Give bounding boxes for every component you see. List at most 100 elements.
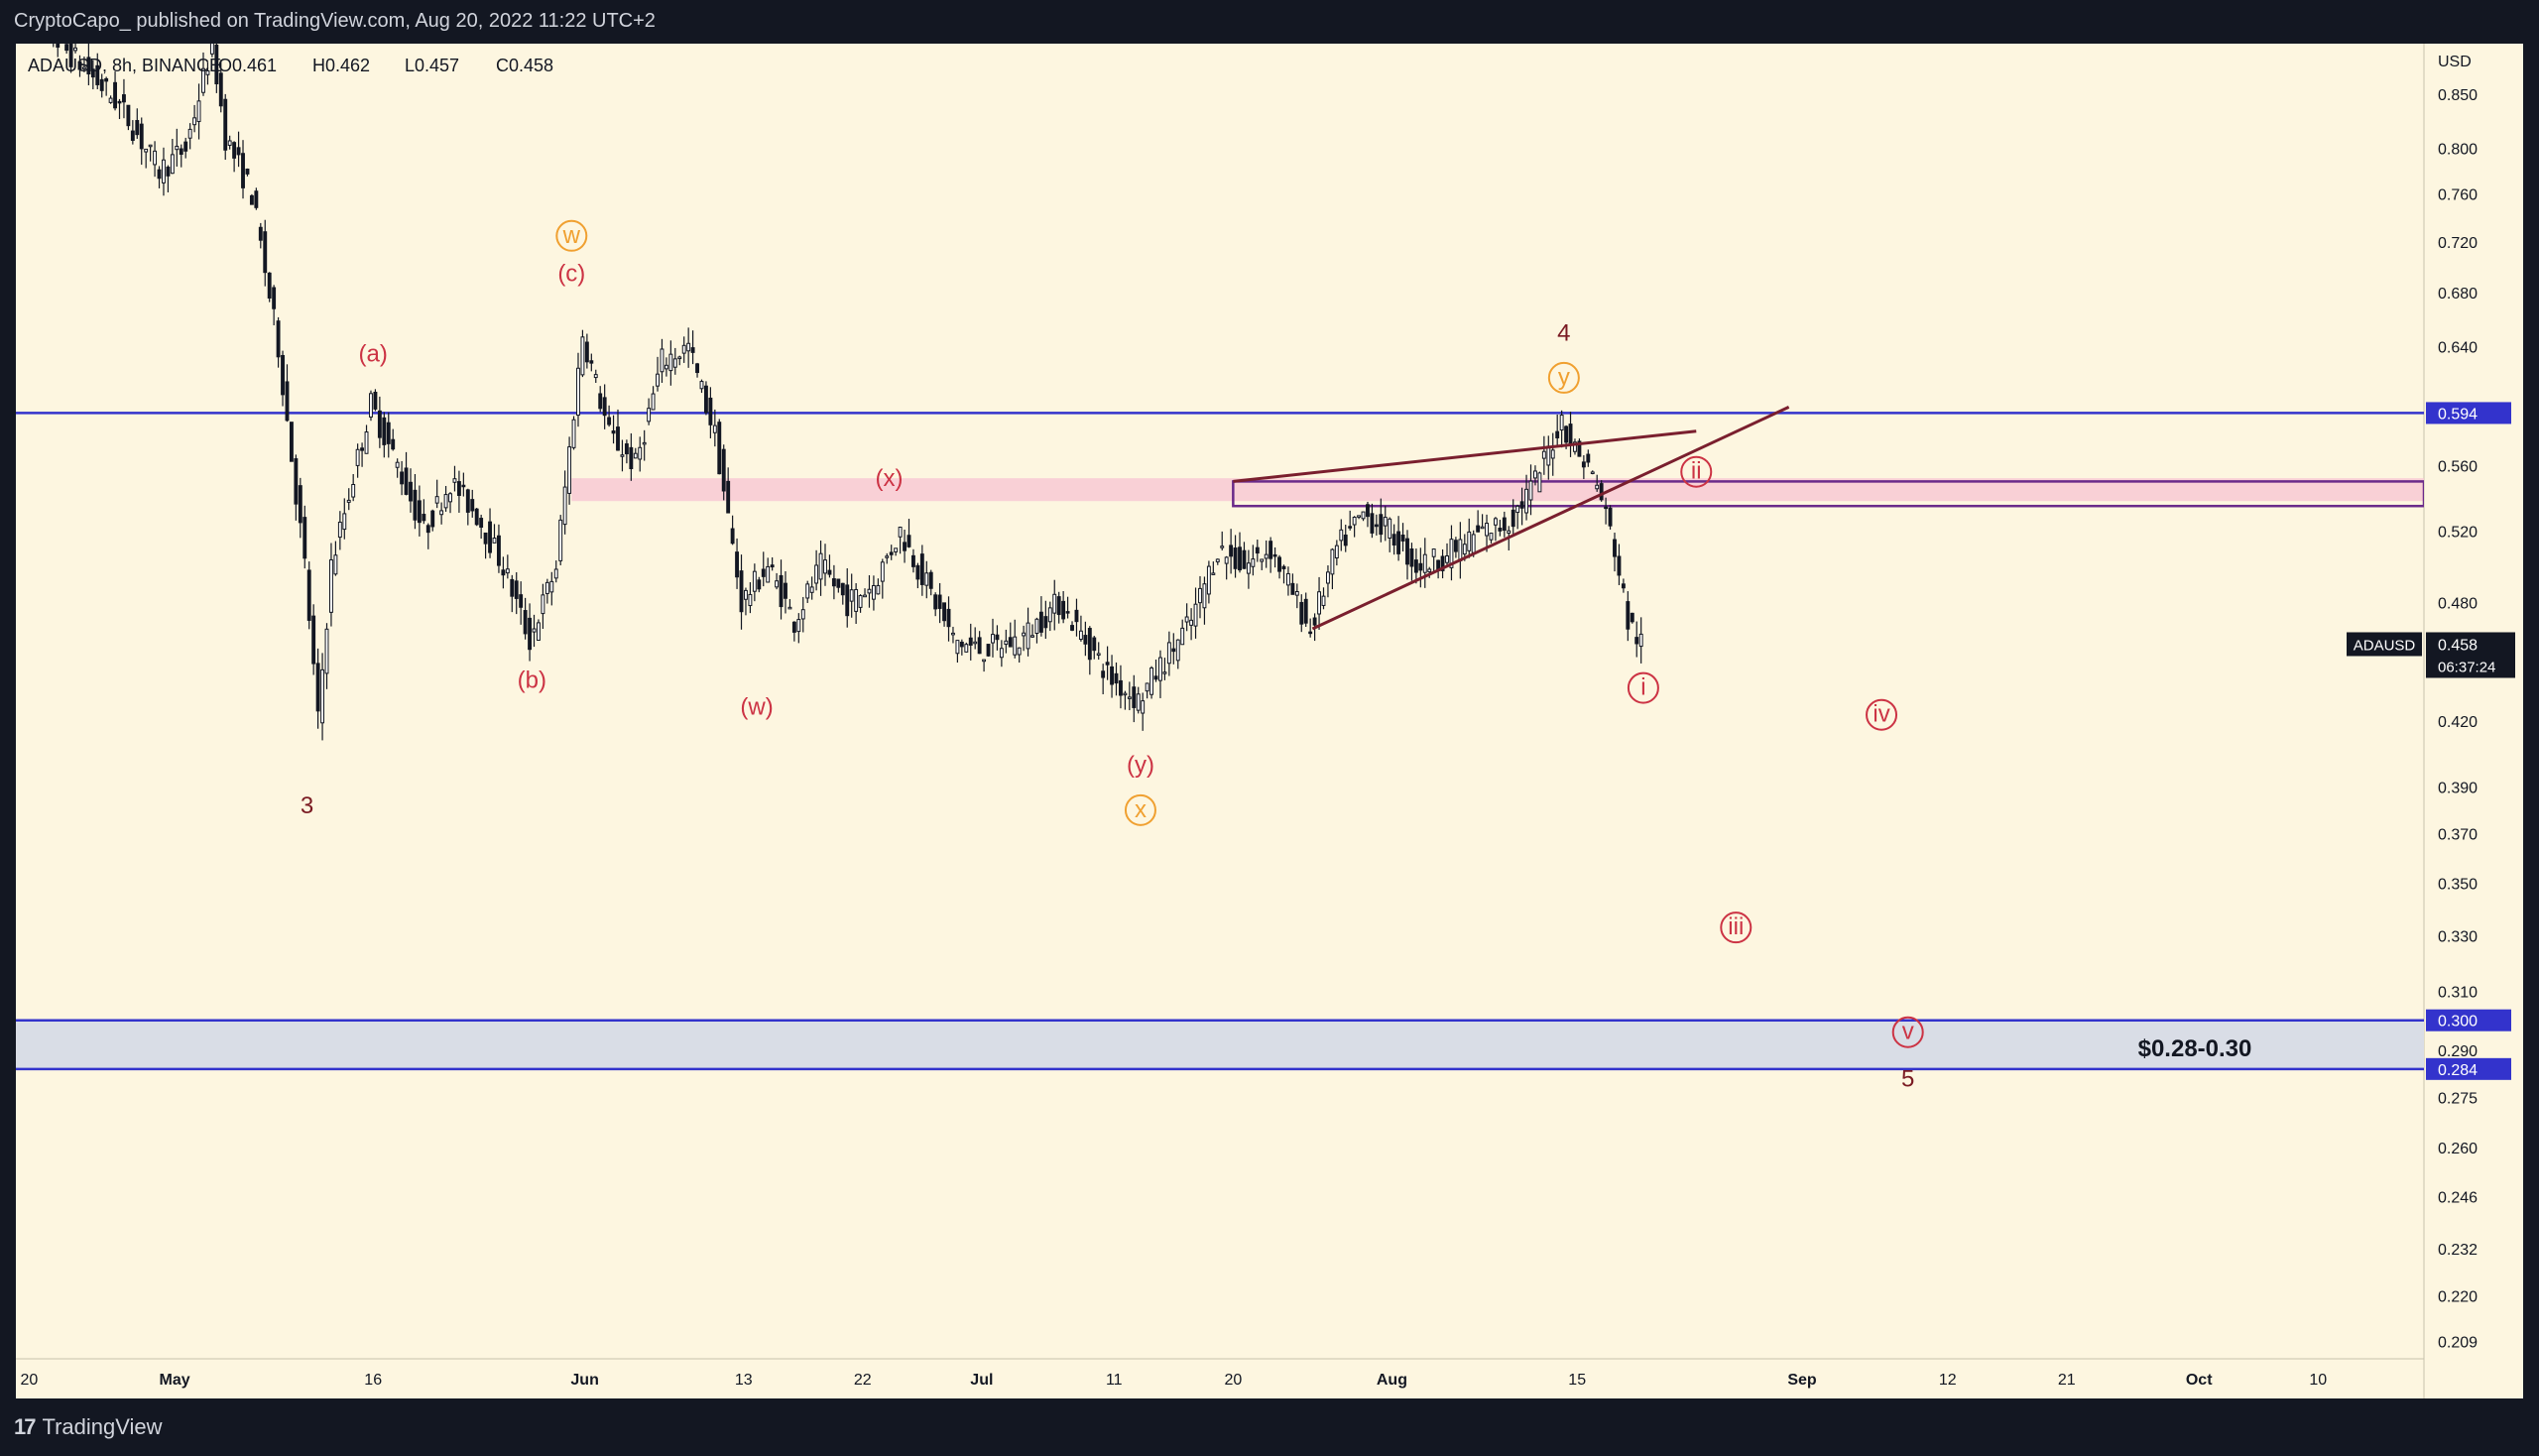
wave-label: w [562,222,581,249]
candle-body [1281,565,1286,569]
y-tick-label: 0.232 [2438,1242,2478,1259]
wave-label: (b) [518,667,546,693]
wave-label: (c) [557,261,585,288]
time-axis-area [16,1359,2424,1398]
candle-body [1224,556,1229,564]
candle-body [1105,662,1110,666]
resistance-rectangle [1232,480,2424,508]
candle-body [1162,671,1167,674]
wave-label: 3 [301,792,313,819]
candle-body [1110,666,1114,685]
y-tick-label: 0.420 [2438,714,2478,731]
candle-body [35,13,38,34]
candle-body [1294,590,1299,596]
candle-body [422,514,426,522]
candle-body [1101,670,1106,678]
candle-body [1118,679,1123,696]
candle-body [276,320,281,358]
axis-currency-label: USD [2438,54,2472,70]
wave-label-circle [1720,911,1753,944]
y-tick-label: 0.370 [2438,827,2478,844]
candle-body [602,397,607,417]
candle-body [1175,639,1180,662]
candle-body [1630,612,1634,623]
candle-body [126,104,131,127]
candle-body [1391,534,1396,546]
x-tick-label: 12 [1939,1372,1957,1389]
candle-body [175,145,180,151]
candle-body [483,532,488,545]
tradingview-logo[interactable]: 17 TradingView [14,1414,163,1440]
candle-body [510,578,515,597]
chart-header: CryptoCapo_ published on TradingView.com… [0,0,2539,44]
wave-label: (a) [359,341,388,368]
candle-body [1409,547,1414,567]
y-tick-label: 0.720 [2438,235,2478,252]
candle-body [633,452,638,459]
x-tick-label: 11 [1106,1372,1123,1389]
candle-body [1171,648,1176,653]
candle-body [1141,700,1146,714]
candle-body [26,5,29,14]
candle-body [818,552,823,580]
candle-body [39,10,42,16]
candle-body [113,81,118,109]
candle-body [1158,657,1162,681]
candle-body [968,637,973,646]
candle-body [907,535,911,547]
candle-body [544,581,549,594]
y-tick-label: 0.480 [2438,595,2478,612]
candle-body [796,619,801,633]
candle-body [162,159,166,183]
candle-body [558,519,563,561]
candle-body [1573,441,1577,452]
wave-label-circle [555,219,588,252]
candle-body [845,584,850,617]
candle-body [1485,523,1489,537]
candle-body [1511,509,1515,528]
candle-body [1449,539,1454,568]
candle-body [562,486,567,526]
candle-body [761,568,766,577]
candle-body [721,448,726,492]
candle-body [549,580,554,593]
candle-body [95,64,100,85]
candle-body [209,44,214,55]
candle-body [320,668,325,724]
candle-body [598,393,603,410]
symbol-label: ADAUSD, 8h, BINANCE [28,56,221,75]
candle-body [880,561,885,582]
candle-body [1413,559,1418,573]
candle-body [1577,440,1582,457]
candle-body [1229,545,1234,557]
wave-label: 4 [1557,320,1570,347]
candle-body [814,564,819,584]
candle-body [1343,534,1348,546]
candle-body [1595,484,1600,490]
candle-body [364,431,369,454]
wave-label-circle [1124,793,1156,826]
candle-body [302,517,307,559]
candle-body [1166,642,1171,665]
candle-body [342,513,347,531]
candle-body [831,578,836,587]
candle-body [809,586,814,593]
candle-body [703,385,708,414]
candle-body [898,527,903,538]
candle-body [752,570,757,592]
wave-label: (x) [875,465,903,492]
ohlc-open: O0.461 [218,56,277,75]
candle-body [333,554,338,575]
candle-body [726,480,731,514]
candle-body [400,471,405,485]
candle-body [17,0,20,19]
candle-body [329,558,333,613]
candle-body [52,24,55,42]
candle-body [196,100,201,123]
candle-body [1555,430,1560,438]
candle-body [108,97,113,103]
candle-body [355,448,360,466]
candle-body [690,347,695,353]
candle-body [668,353,673,372]
